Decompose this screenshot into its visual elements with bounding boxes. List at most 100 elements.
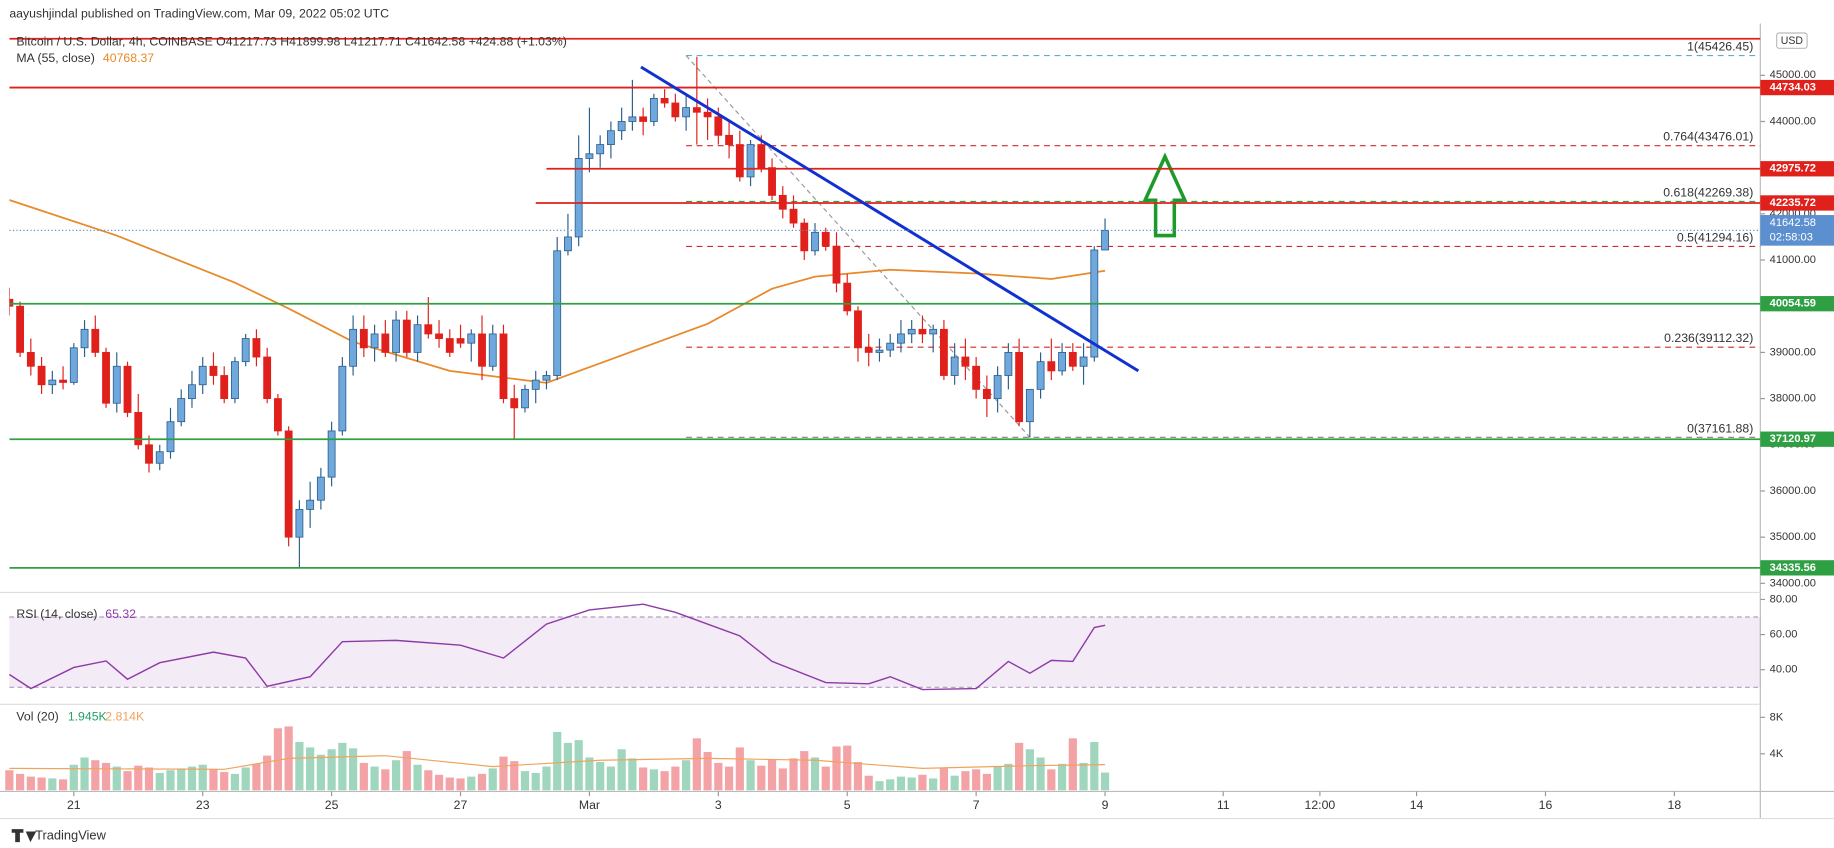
volume-bar — [853, 762, 863, 791]
candle-body — [918, 328, 927, 335]
level-tag-label: 40054.59 — [1770, 298, 1816, 310]
candle-body — [692, 107, 701, 113]
volume-bar — [58, 779, 68, 791]
level-tag — [1760, 195, 1834, 211]
candle-body — [349, 328, 358, 367]
symbol-line: Bitcoin / U.S. Dollar, 4h, COINBASE O412… — [16, 35, 566, 49]
candle-body — [972, 365, 981, 390]
volume-bar — [810, 757, 820, 791]
time-tick-label: 12:00 — [1305, 798, 1336, 812]
candle-body — [596, 144, 605, 155]
candle-body — [1015, 351, 1024, 423]
volume-bar — [413, 764, 422, 791]
rsi-legend: RSI (14, close) — [16, 607, 97, 621]
volume-bar — [112, 766, 121, 791]
volume-bar — [660, 771, 669, 791]
volume-bar — [972, 769, 981, 791]
volume-bar — [510, 761, 519, 791]
candle-body — [155, 451, 164, 464]
candle-body — [435, 333, 443, 339]
volume-bar — [864, 775, 873, 791]
volume-bar — [230, 773, 240, 791]
volume-bar — [1100, 772, 1110, 791]
volume-bar — [209, 769, 218, 791]
level-tag — [1760, 296, 1834, 312]
time-tick-label: 27 — [454, 798, 468, 812]
candle-body — [102, 351, 110, 404]
candle-body — [671, 102, 680, 118]
candle-body — [123, 365, 132, 413]
volume-bar — [402, 751, 411, 791]
volume-bar — [91, 760, 100, 791]
candle-body — [488, 333, 497, 367]
volume-bar — [542, 766, 551, 791]
price-tick-label: 34000.00 — [1770, 577, 1816, 589]
level-tag — [1760, 431, 1834, 447]
candle-body — [37, 365, 46, 386]
candle-body — [1004, 351, 1013, 376]
volume-bar — [993, 766, 1002, 791]
foreground: 34000.0035000.0036000.0037000.0038000.00… — [5, 35, 1834, 812]
level-tag-label: 37120.97 — [1770, 433, 1816, 445]
volume-bar — [886, 779, 895, 791]
candle-body — [875, 349, 884, 353]
candle-body — [392, 319, 400, 353]
currency: USD — [1781, 35, 1804, 47]
ma-legend-value: 40768.37 — [103, 51, 154, 65]
candle-body — [886, 342, 895, 351]
volume-bar — [177, 768, 186, 791]
volume-bar — [327, 749, 336, 791]
rsi-tick-label: 60.00 — [1770, 629, 1798, 641]
candle-body — [531, 379, 540, 390]
level-tag — [1760, 79, 1834, 96]
volume-bar — [187, 766, 197, 791]
volume-bar — [1090, 741, 1099, 791]
volume-bar — [1047, 769, 1056, 791]
candle-body — [456, 338, 465, 344]
volume-bar — [1057, 763, 1067, 791]
volume-bar — [338, 742, 347, 791]
candle-body — [617, 121, 626, 132]
candle-body — [478, 333, 486, 367]
candle-body — [263, 356, 272, 400]
footer-brand: TradingView — [35, 828, 106, 843]
volume-bar — [48, 778, 57, 791]
volume-bar — [649, 769, 658, 791]
ma-legend: MA (55, close) — [16, 51, 94, 65]
volume-bar — [424, 770, 433, 791]
candle-body — [413, 324, 422, 353]
candle-body — [402, 319, 411, 353]
candle-body — [714, 116, 723, 136]
volume-bar — [316, 754, 325, 791]
volume-bar — [961, 771, 970, 791]
candle-body — [907, 328, 916, 335]
volume-bar — [1004, 763, 1013, 791]
candle-body — [628, 116, 637, 122]
volume-bar — [574, 740, 583, 791]
volume-bar — [166, 770, 175, 791]
volume-legend: Vol (20) — [16, 709, 58, 723]
candle-body — [961, 356, 970, 367]
candle-body — [510, 398, 519, 409]
candle-body — [553, 250, 562, 376]
candle-body — [1101, 229, 1109, 251]
volume-bar — [134, 765, 143, 791]
volume-bar — [263, 755, 272, 791]
candle-body — [134, 412, 143, 446]
candle-body — [59, 379, 67, 383]
volume-ma-line — [9, 755, 1106, 770]
volume-tick-label: 4K — [1770, 748, 1784, 760]
candle-body — [542, 375, 551, 381]
volume-bar — [950, 775, 959, 791]
volume-bar — [939, 768, 949, 791]
ma-line — [9, 199, 1106, 384]
candle-body — [682, 107, 691, 118]
price-tick-label: 38000.00 — [1770, 393, 1816, 405]
fib-label: 0.236(39112.32) — [1664, 331, 1753, 345]
volume-bar — [585, 757, 594, 791]
candle-body — [220, 375, 229, 400]
volume-bar — [682, 760, 691, 791]
time-tick-label: 18 — [1668, 798, 1682, 812]
candle-body — [1047, 361, 1056, 372]
